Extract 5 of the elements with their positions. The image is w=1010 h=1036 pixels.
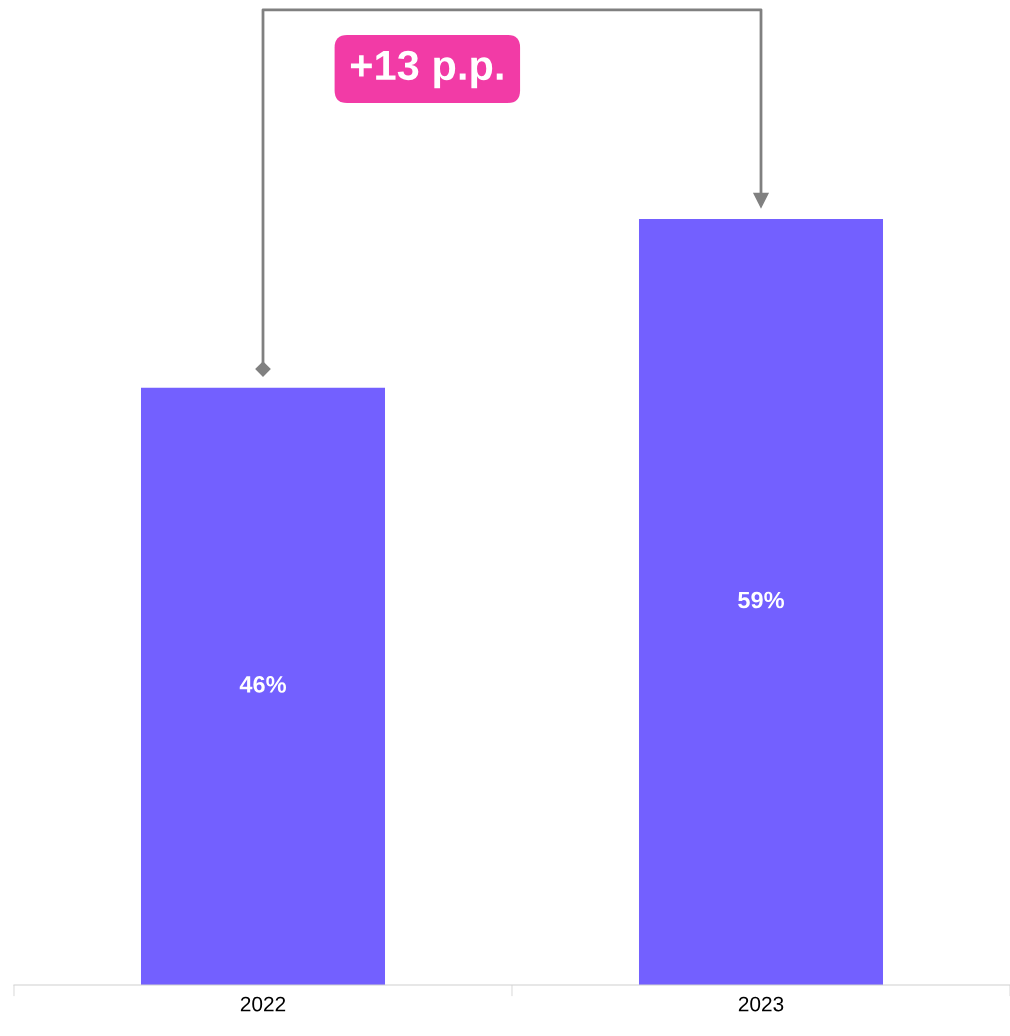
data-label: 59%	[738, 591, 785, 609]
x-tick-label: 2023	[738, 996, 784, 1012]
text: +13 p.p.	[350, 50, 503, 89]
data-label: 46%	[239, 676, 287, 693]
x-tick-label: 2022	[240, 996, 286, 1012]
